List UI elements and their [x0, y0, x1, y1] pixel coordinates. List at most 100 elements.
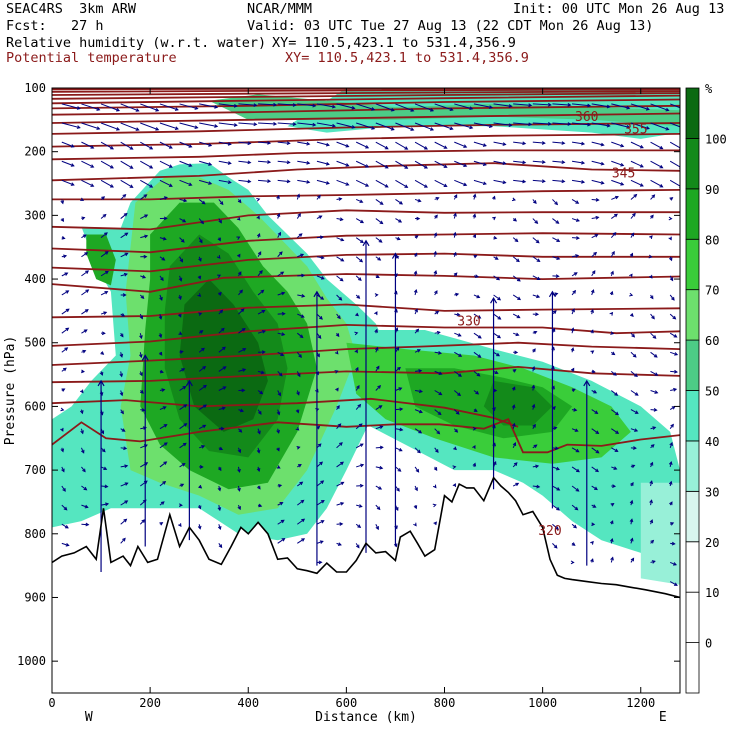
wind-arrow-head	[639, 144, 644, 149]
wind-arrow-head	[208, 162, 213, 166]
wind-arrow	[336, 442, 343, 449]
wind-arrow	[630, 160, 644, 168]
wind-arrow	[414, 179, 428, 188]
isentrope-358	[52, 112, 680, 124]
wind-arrow	[218, 103, 237, 107]
x-tick-label: 600	[336, 696, 358, 710]
wind-arrow-head	[457, 392, 462, 397]
wind-arrow-head	[567, 103, 572, 107]
wind-arrow	[61, 308, 70, 315]
wind-arrow-head	[306, 141, 311, 146]
wind-arrow	[100, 122, 120, 131]
wind-arrow-head	[217, 467, 222, 472]
wind-arrow	[375, 122, 394, 131]
wind-arrow	[454, 103, 473, 110]
wind-arrow	[61, 272, 68, 277]
theta-label: 320	[538, 524, 561, 539]
theta-contour-labels: 360 355 345 330 320	[457, 110, 647, 539]
wind-arrow-head	[595, 215, 600, 220]
wind-arrow-head	[301, 538, 306, 542]
x-tick-label: 0	[48, 696, 55, 710]
wind-arrow	[630, 409, 639, 414]
wind-arrow	[159, 160, 173, 168]
wind-arrow	[297, 160, 310, 164]
wind-arrow	[120, 141, 133, 150]
wind-arrow	[532, 294, 540, 298]
wind-arrow-head	[496, 352, 501, 357]
wind-arrow	[493, 313, 501, 320]
wind-arrow-head	[434, 214, 438, 219]
y-tick-label: 800	[24, 527, 46, 541]
wind-arrow-head	[351, 106, 356, 110]
wind-arrow-head	[570, 327, 575, 332]
wind-arrow	[81, 504, 88, 508]
wind-arrow-head	[476, 294, 481, 299]
wind-arrow-head	[595, 197, 600, 202]
wind-arrow	[571, 485, 579, 492]
wind-arrow	[434, 103, 453, 111]
east-label: E	[659, 710, 667, 725]
wind-arrow-head	[276, 465, 281, 469]
wind-arrow-head	[159, 522, 164, 526]
wind-arrow-head	[449, 126, 454, 131]
wind-arrow	[571, 447, 579, 453]
wind-arrow-head	[593, 390, 598, 394]
wind-arrow-head	[183, 404, 188, 408]
wind-arrow-head	[160, 277, 164, 282]
wind-arrow-head	[573, 272, 578, 276]
colorbar-tick-label: 70	[705, 284, 719, 298]
wind-arrow	[669, 581, 678, 586]
wind-arrow-head	[247, 160, 252, 165]
wind-arrow-head	[96, 126, 101, 130]
wind-arrow-head	[600, 180, 605, 185]
wind-arrow	[532, 179, 545, 182]
wind-arrow	[591, 428, 599, 434]
wind-arrow	[81, 329, 88, 334]
plot-frame	[51, 87, 681, 694]
wind-arrow-head	[158, 334, 163, 339]
wind-arrow	[258, 141, 271, 144]
wind-arrow-head	[516, 314, 521, 319]
wind-arrow-head	[162, 480, 167, 485]
isentrope-342	[52, 189, 680, 201]
wind-arrow-head	[552, 310, 557, 314]
wind-arrow-head	[456, 312, 461, 317]
wind-arrow-head	[318, 215, 323, 219]
wind-arrow-head	[413, 505, 418, 510]
wind-arrow-head	[331, 123, 336, 128]
below-ground-fill	[52, 477, 680, 693]
wind-arrow-head	[612, 231, 617, 236]
wind-arrow-head	[463, 144, 468, 148]
wind-arrow-head	[424, 184, 428, 188]
wind-arrow	[316, 500, 325, 506]
wind-arrow-head	[567, 122, 572, 126]
wind-arrow-head	[182, 218, 187, 223]
wind-arrow-head	[339, 522, 344, 526]
wind-arrow-head	[581, 179, 586, 184]
wind-arrow	[355, 275, 362, 281]
wind-arrow	[571, 179, 585, 183]
wind-arrow	[670, 370, 678, 373]
wind-arrow	[120, 213, 128, 219]
wind-arrow-head	[276, 194, 280, 199]
wind-arrow-head	[417, 449, 421, 454]
wind-arrow	[453, 409, 460, 415]
wind-arrow	[100, 141, 114, 150]
wind-arrow	[277, 271, 284, 277]
wind-arrow-head	[492, 216, 497, 221]
wind-arrow-head	[430, 127, 435, 131]
colorbar-tick-label: 100	[705, 132, 727, 146]
wind-arrow-head	[649, 235, 653, 240]
wind-arrow	[532, 122, 551, 125]
wind-arrow-head	[496, 276, 501, 281]
wind-arrow-head	[531, 384, 536, 389]
wind-arrow	[100, 503, 109, 506]
wind-arrow-head	[631, 333, 636, 338]
wind-arrow-head	[473, 408, 478, 412]
wind-arrow-head	[574, 506, 579, 511]
wind-arrow-head	[222, 366, 227, 370]
wind-arrow-head	[100, 430, 105, 435]
wind-arrow-head	[357, 403, 362, 408]
wind-arrow-head	[614, 195, 619, 200]
wind-arrow-head	[375, 274, 380, 279]
